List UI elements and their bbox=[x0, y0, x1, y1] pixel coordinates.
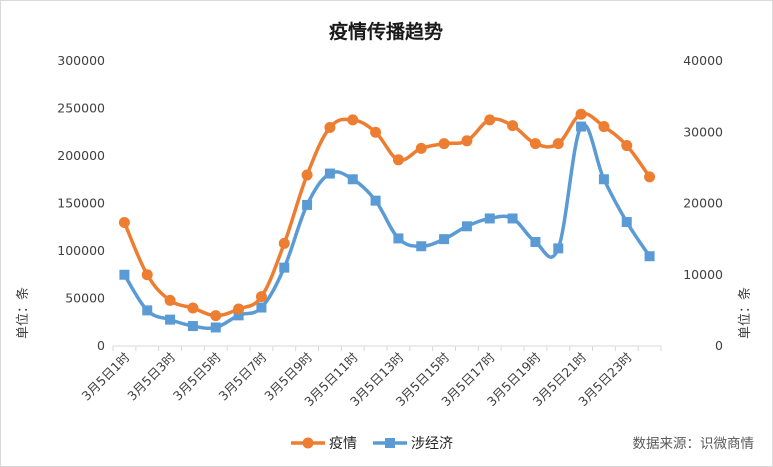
right-tick-label: 0 bbox=[715, 338, 723, 353]
left-tick-label: 100000 bbox=[57, 243, 105, 258]
right-tick-label: 10000 bbox=[683, 267, 723, 282]
legend-label-epidemic: 疫情 bbox=[329, 436, 357, 452]
point-epidemic bbox=[301, 169, 313, 181]
point-epidemic bbox=[164, 294, 176, 306]
point-epidemic bbox=[233, 303, 245, 315]
point-epidemic bbox=[210, 310, 222, 322]
point-epidemic bbox=[552, 138, 564, 150]
point-economy bbox=[165, 314, 176, 325]
x-tick-label: 3月5日3时 bbox=[124, 349, 178, 403]
point-economy bbox=[461, 221, 472, 232]
point-economy bbox=[393, 233, 404, 244]
right-tick-label: 40000 bbox=[683, 53, 723, 68]
left-tick-label: 300000 bbox=[57, 53, 105, 68]
left-axis-ticks: 0 50000 100000 150000 200000 250000 300000 bbox=[57, 53, 105, 353]
right-tick-label: 30000 bbox=[683, 124, 723, 139]
point-economy bbox=[324, 168, 335, 179]
legend-label-economy: 涉经济 bbox=[411, 436, 453, 452]
point-economy bbox=[210, 322, 221, 333]
left-tick-label: 250000 bbox=[57, 101, 105, 116]
left-tick-label: 50000 bbox=[65, 291, 105, 306]
right-tick-label: 20000 bbox=[683, 196, 723, 211]
point-economy bbox=[302, 199, 313, 210]
chart-title: 疫情传播趋势 bbox=[329, 20, 443, 43]
point-epidemic bbox=[278, 237, 290, 249]
point-economy bbox=[119, 269, 130, 280]
point-epidemic bbox=[644, 171, 656, 183]
data-source: 数据来源：识微商情 bbox=[633, 436, 755, 452]
x-tick-label: 3月5日5时 bbox=[170, 349, 224, 403]
left-tick-label: 0 bbox=[97, 338, 105, 353]
point-epidemic bbox=[598, 121, 610, 133]
legend-marker-epidemic bbox=[302, 437, 314, 449]
point-economy bbox=[484, 213, 495, 224]
point-epidemic bbox=[324, 122, 336, 133]
point-epidemic bbox=[621, 140, 633, 152]
point-economy bbox=[370, 195, 381, 206]
point-epidemic bbox=[141, 269, 153, 281]
point-economy bbox=[553, 243, 564, 254]
point-epidemic bbox=[507, 120, 519, 132]
legend: 疫情 涉经济 bbox=[291, 436, 453, 452]
point-economy bbox=[347, 174, 358, 185]
series-line-epidemic bbox=[122, 111, 652, 318]
point-epidemic bbox=[484, 114, 496, 126]
point-economy bbox=[644, 251, 655, 262]
point-epidemic bbox=[118, 217, 130, 228]
point-economy bbox=[279, 262, 290, 273]
point-epidemic bbox=[438, 138, 450, 150]
point-economy bbox=[621, 217, 632, 228]
right-axis-ticks: 0 10000 20000 30000 40000 bbox=[683, 53, 723, 353]
point-economy bbox=[142, 305, 153, 316]
point-epidemic bbox=[529, 138, 541, 150]
point-epidemic bbox=[575, 108, 587, 120]
right-axis-title: 单位：条 bbox=[737, 287, 753, 339]
point-epidemic bbox=[255, 291, 267, 303]
point-epidemic bbox=[415, 142, 427, 154]
left-axis-title: 单位：条 bbox=[15, 287, 31, 339]
point-economy bbox=[598, 174, 609, 185]
point-economy bbox=[416, 241, 427, 252]
point-epidemic bbox=[461, 135, 473, 147]
point-economy bbox=[256, 302, 267, 313]
point-epidemic bbox=[392, 154, 404, 166]
x-axis: 3月5日1时3月5日3时3月5日5时3月5日7时3月5日9时3月5日11时3月5… bbox=[79, 345, 662, 409]
point-epidemic bbox=[370, 126, 382, 138]
x-tick-label: 3月5日1时 bbox=[79, 349, 133, 403]
legend-marker-economy bbox=[385, 438, 395, 448]
left-tick-label: 200000 bbox=[57, 148, 105, 163]
point-economy bbox=[187, 321, 198, 332]
series-layer bbox=[118, 108, 656, 333]
left-tick-label: 150000 bbox=[57, 196, 105, 211]
point-economy bbox=[530, 236, 541, 247]
series-line-economy bbox=[122, 122, 652, 331]
point-economy bbox=[233, 310, 244, 321]
point-epidemic bbox=[187, 302, 199, 314]
x-tick-label: 3月5日7时 bbox=[216, 349, 270, 403]
point-economy bbox=[507, 213, 518, 224]
point-economy bbox=[439, 234, 450, 245]
point-economy bbox=[576, 121, 587, 132]
point-epidemic bbox=[347, 114, 359, 126]
